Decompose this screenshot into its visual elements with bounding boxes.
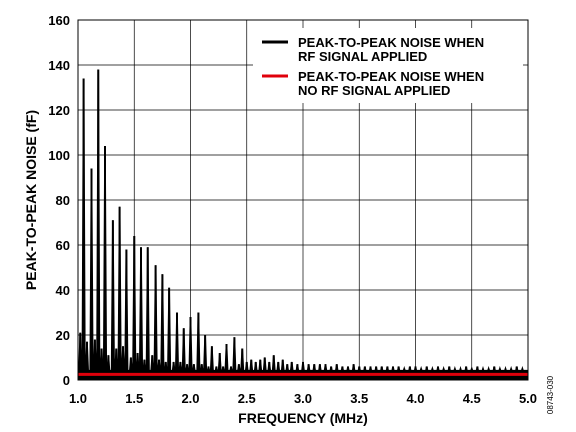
- x-tick-label: 3.5: [350, 391, 368, 406]
- legend: PEAK-TO-PEAK NOISE WHEN RF SIGNAL APPLIE…: [253, 28, 523, 103]
- legend-label-rf-applied-line2: RF SIGNAL APPLIED: [298, 49, 427, 64]
- x-tick-label: 2.0: [181, 391, 199, 406]
- y-tick-label: 20: [56, 328, 70, 343]
- figure-id: 08743-030: [546, 375, 555, 414]
- y-tick-label: 120: [48, 103, 70, 118]
- series-traces: [78, 69, 528, 380]
- x-tick-label: 3.0: [294, 391, 312, 406]
- axis-ticks: 1.0 1.5 2.0 2.5 3.0 3.5 4.0 4.5 5.0 0 20 40 60 80 100 1…: [48, 13, 537, 406]
- x-tick-label: 5.0: [519, 391, 537, 406]
- x-tick-label: 1.0: [69, 391, 87, 406]
- y-tick-label: 40: [56, 283, 70, 298]
- y-axis-title: PEAK-TO-PEAK NOISE (fF): [23, 110, 39, 290]
- plot-frame: [77, 19, 529, 381]
- y-tick-label: 60: [56, 238, 70, 253]
- x-tick-label: 4.5: [463, 391, 481, 406]
- x-axis-title: FREQUENCY (MHz): [238, 410, 368, 426]
- y-tick-label: 80: [56, 193, 70, 208]
- y-tick-label: 100: [48, 148, 70, 163]
- legend-label-rf-applied-line1: PEAK-TO-PEAK NOISE WHEN: [298, 35, 484, 50]
- x-tick-label: 4.0: [406, 391, 424, 406]
- legend-label-no-rf-line1: PEAK-TO-PEAK NOISE WHEN: [298, 69, 484, 84]
- x-tick-label: 1.5: [125, 391, 143, 406]
- y-tick-label: 160: [48, 13, 70, 28]
- legend-box: [253, 28, 523, 103]
- legend-label-no-rf-line2: NO RF SIGNAL APPLIED: [298, 83, 450, 98]
- y-tick-label: 0: [63, 373, 70, 388]
- y-tick-label: 140: [48, 58, 70, 73]
- x-tick-label: 2.5: [238, 391, 256, 406]
